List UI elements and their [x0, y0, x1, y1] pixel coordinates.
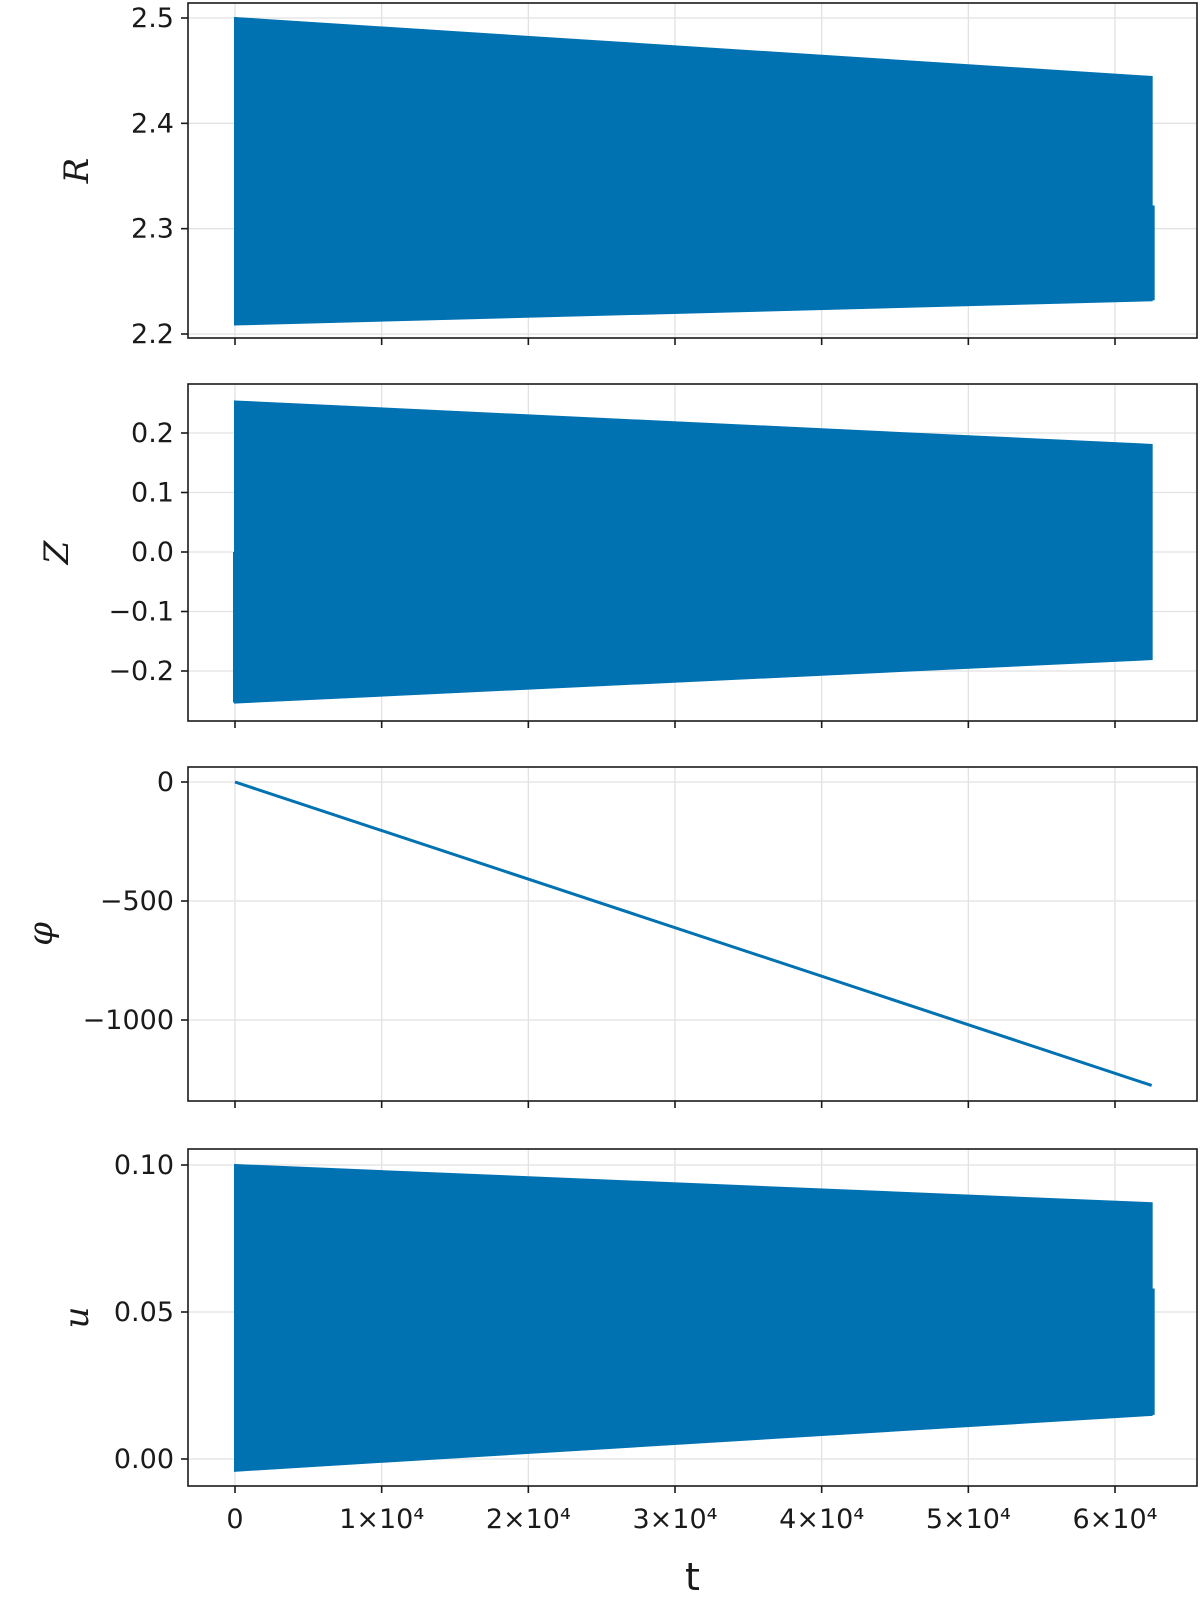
x-tick-label: 6×10⁴ — [1073, 1504, 1158, 1535]
y-axis-label: Z — [37, 539, 77, 565]
y-tick-label: −1000 — [83, 1005, 174, 1036]
y-tick-label: 2.5 — [131, 3, 174, 34]
series-line — [234, 780, 1153, 1087]
y-tick-label: −500 — [100, 886, 174, 917]
series-oscillation-band — [234, 1163, 1153, 1472]
series-oscillation-band — [234, 16, 1153, 326]
y-tick-label: 0.00 — [114, 1444, 174, 1475]
y-axis-label: R — [57, 158, 97, 185]
panels: 2.2 2.3 2.4 2.5 R −0.2 −0.1 0.0 0.1 0.2 Z −1000 −500… — [21, 2, 1198, 1599]
y-axis-label: φ — [21, 922, 61, 946]
y-tick-label: 2.2 — [131, 319, 174, 350]
y-tick-label: 0.1 — [131, 478, 174, 509]
y-axis-label: u — [57, 1307, 97, 1329]
panel-1: 2.2 2.3 2.4 2.5 R — [57, 2, 1198, 350]
plot-frame — [187, 1148, 1198, 1487]
plot-frame — [187, 2, 1198, 339]
x-tick-label: 3×10⁴ — [633, 1504, 718, 1535]
panel-3: −1000 −500 0 φ — [21, 766, 1198, 1108]
y-tick-label: 0.0 — [131, 537, 174, 568]
y-tick-label: −0.1 — [108, 597, 174, 628]
series-oscillation-band — [234, 400, 1153, 704]
x-tick-label: 4×10⁴ — [779, 1504, 864, 1535]
y-tick-label: 0.10 — [114, 1150, 174, 1181]
y-tick-label: 0.05 — [114, 1297, 174, 1328]
y-tick-label: 0.2 — [131, 418, 174, 449]
panel-4: 0.00 0.05 0.10 0 1×10⁴ 2×10⁴ 3×10⁴ 4×10⁴ 5×10⁴ 6×… — [57, 1148, 1198, 1599]
y-tick-label: −0.2 — [108, 656, 174, 687]
y-tick-label: 2.4 — [131, 108, 174, 139]
x-axis-label: t — [685, 1555, 700, 1599]
x-tick-label: 1×10⁴ — [339, 1504, 424, 1535]
panel-2: −0.2 −0.1 0.0 0.1 0.2 Z — [37, 383, 1198, 728]
y-tick-label: 0 — [157, 767, 174, 798]
x-tick-label: 2×10⁴ — [486, 1504, 571, 1535]
plot-frame — [187, 766, 1198, 1102]
x-tick-label: 5×10⁴ — [926, 1504, 1011, 1535]
x-tick-label: 0 — [226, 1504, 243, 1535]
y-tick-label: 2.3 — [131, 214, 174, 245]
